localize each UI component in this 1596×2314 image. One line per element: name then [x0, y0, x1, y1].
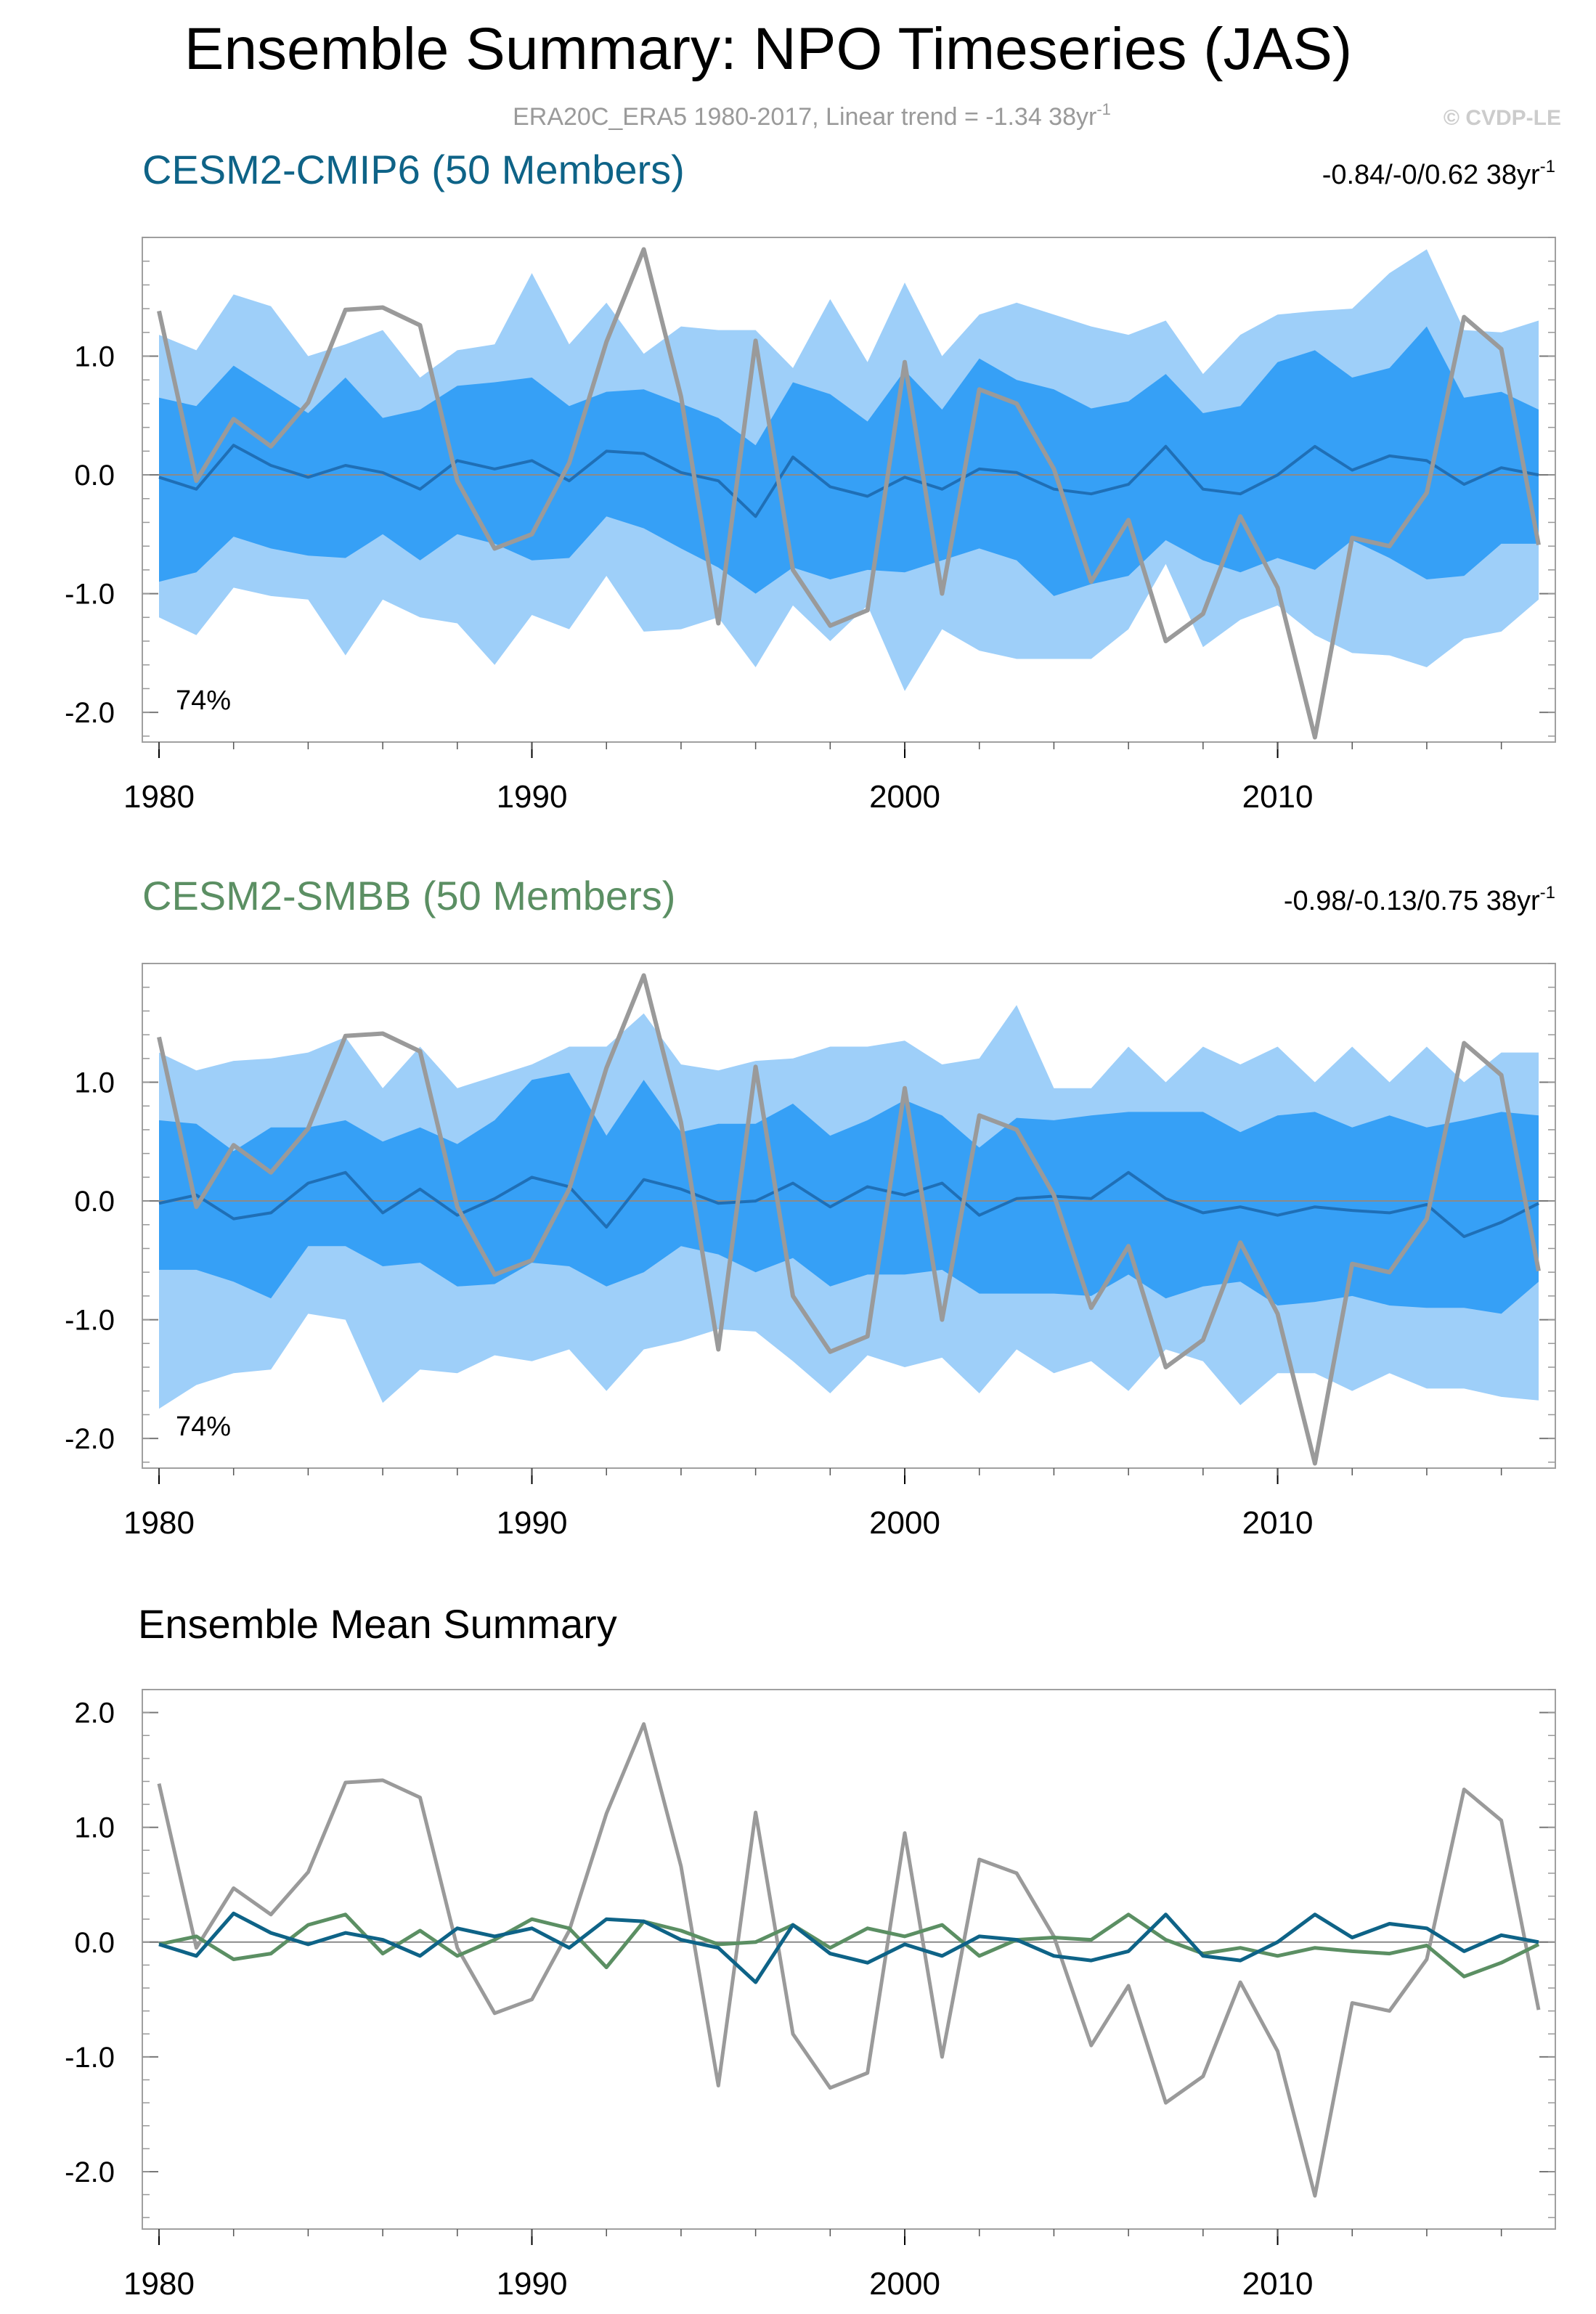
y-tick-label: 0.0	[74, 460, 115, 492]
ensemble-mean-line	[158, 444, 1539, 518]
ensemble-mean-line	[158, 1170, 1539, 1239]
x-tick-label: 1980	[123, 2266, 195, 2302]
subtitle-superscript: -1	[1096, 100, 1111, 118]
y-tick-label: -1.0	[65, 2042, 115, 2074]
panel-title-smbb: CESM2-SMBB (50 Members)	[142, 873, 675, 918]
spread-bands	[159, 1005, 1539, 1409]
series-lines	[157, 973, 1541, 1466]
panel-title-cmip6: CESM2-CMIP6 (50 Members)	[142, 147, 685, 192]
spread-bands	[159, 249, 1539, 691]
copyright-label: © CVDP-LE	[1444, 106, 1561, 130]
panel-smbb: CESM2-SMBB (50 Members) -0.98/-0.13/0.75…	[65, 873, 1556, 1541]
percent-label-smbb: 74%	[176, 1411, 231, 1442]
panel-ensemble-mean: Ensemble Mean Summary 2.0 1.0 0.0 -1.0 -2.0 1…	[65, 1601, 1556, 2302]
x-tick-label: 1990	[497, 2266, 568, 2302]
x-tick-label: 2000	[869, 779, 940, 815]
plot-frame	[142, 1689, 1556, 2230]
band-inner-range	[159, 1072, 1539, 1314]
y-tick-label: 1.0	[74, 1812, 115, 1844]
plot-frame	[142, 237, 1556, 743]
trend-range-cmip6: -0.84/-0/0.62 38yr-1	[1322, 157, 1555, 190]
y-tick-label: -2.0	[65, 1423, 115, 1455]
trend-range-smbb: -0.98/-0.13/0.75 38yr-1	[1284, 883, 1555, 916]
trend-range-superscript: -1	[1540, 157, 1555, 176]
series-lines	[157, 247, 1541, 740]
x-tick-label: 2010	[1242, 779, 1314, 815]
y-tick-label: 0.0	[74, 1927, 115, 1959]
y-tick-label: -1.0	[65, 1305, 115, 1337]
y-tick-label: 1.0	[74, 1067, 115, 1099]
axes: 1.0 0.0 -1.0 -2.0 1980 1990 2000 2010	[65, 237, 1556, 815]
figure-title: Ensemble Summary: NPO Timeseries (JAS)	[184, 16, 1353, 82]
trend-range-superscript: -1	[1540, 883, 1555, 903]
y-tick-label: -2.0	[65, 697, 115, 729]
series-lines	[157, 1722, 1541, 2198]
x-tick-label: 2010	[1242, 1505, 1314, 1541]
x-tick-label: 1980	[123, 1505, 195, 1541]
figure-subtitle: ERA20C_ERA5 1980-2017, Linear trend = -1…	[513, 100, 1111, 131]
axes: 2.0 1.0 0.0 -1.0 -2.0 1980 1990 2000 2010	[65, 1689, 1556, 2302]
y-tick-label: 1.0	[74, 341, 115, 373]
x-tick-label: 2010	[1242, 2266, 1314, 2302]
x-tick-label: 1990	[497, 1505, 568, 1541]
x-tick-label: 2000	[869, 2266, 940, 2302]
x-tick-label: 1980	[123, 779, 195, 815]
observations-line	[157, 973, 1541, 1466]
x-tick-label: 1990	[497, 779, 568, 815]
band-inner-range	[159, 326, 1539, 596]
y-tick-label: 0.0	[74, 1186, 115, 1218]
panel-cmip6: CESM2-CMIP6 (50 Members) -0.84/-0/0.62 3…	[65, 147, 1556, 815]
x-tick-label: 2000	[869, 1505, 940, 1541]
observations-line	[157, 247, 1541, 740]
percent-label-cmip6: 74%	[176, 685, 231, 716]
series-line-era20c_era5	[157, 1722, 1541, 2198]
series-line-cesm2-cmip6	[158, 1911, 1539, 1984]
y-tick-label: -2.0	[65, 2156, 115, 2188]
series-line-cesm2-smbb	[158, 1912, 1540, 1979]
axes: 1.0 0.0 -1.0 -2.0 1980 1990 2000 2010	[65, 963, 1556, 1541]
y-tick-label: -1.0	[65, 579, 115, 611]
plot-frame	[142, 963, 1556, 1469]
y-tick-label: 2.0	[74, 1698, 115, 1730]
panel-title-ensemble-mean: Ensemble Mean Summary	[138, 1601, 617, 1647]
